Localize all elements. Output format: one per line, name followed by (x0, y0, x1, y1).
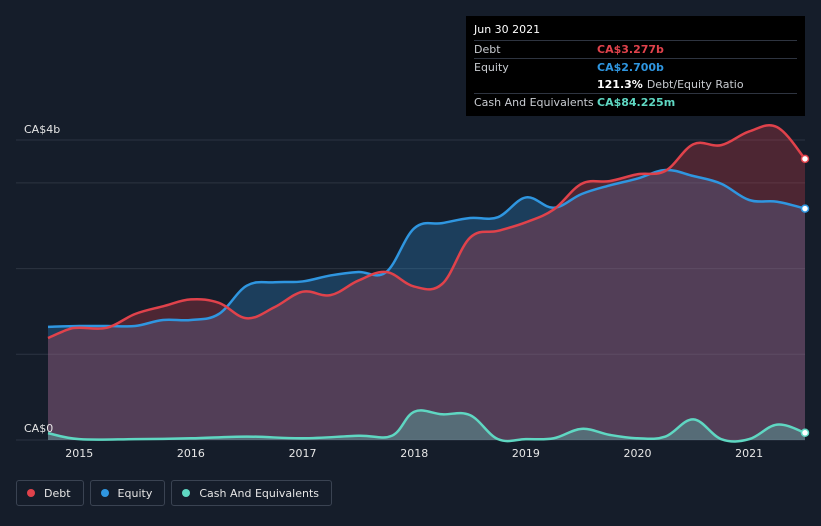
debt-line (47, 124, 806, 340)
tooltip-debt-value: CA$3.277b (597, 43, 664, 56)
tooltip-equity-value: CA$2.700b (597, 61, 664, 74)
equity-dot-icon (100, 489, 109, 497)
equity-line (47, 168, 806, 329)
x-tick-2019: 2019 (512, 447, 540, 460)
legend-label-equity: Equity (117, 486, 153, 500)
legend-item-debt[interactable]: Debt (16, 480, 84, 506)
legend-label-debt: Debt (44, 486, 71, 500)
x-tick-2015: 2015 (65, 447, 93, 460)
x-tick-2017: 2017 (289, 447, 317, 460)
tooltip-equity-row: Equity CA$2.700b (474, 58, 797, 76)
series-lines (47, 124, 806, 443)
x-tick-2021: 2021 (735, 447, 763, 460)
legend-item-cash[interactable]: Cash And Equivalents (171, 480, 332, 506)
tooltip-debt-label: Debt (474, 43, 501, 56)
cash-dot-icon (182, 489, 191, 497)
grid-lines (16, 139, 805, 441)
y-axis-top-label: CA$4b (24, 123, 60, 136)
tooltip-cash-label: Cash And Equivalents (474, 96, 594, 109)
series-areas (48, 125, 805, 442)
tooltip-cash-value: CA$84.225m (597, 96, 676, 109)
tooltip-ratio: 121.3% Debt/Equity Ratio (597, 76, 744, 93)
legend: Debt Equity Cash And Equivalents (16, 480, 332, 506)
debt-end-marker (800, 154, 810, 164)
equity-area (48, 169, 805, 440)
data-tooltip: Jun 30 2021 Debt CA$3.277b Equity CA$2.7… (466, 16, 805, 116)
cash-and-equivalents-end-marker (800, 428, 810, 438)
tooltip-ratio-spacer (474, 76, 597, 93)
tooltip-debt-row: Debt CA$3.277b (474, 40, 797, 58)
tooltip-ratio-value: 121.3% (597, 78, 643, 91)
x-tick-2018: 2018 (400, 447, 428, 460)
debt-dot-icon (27, 489, 35, 497)
equity-end-marker (800, 204, 810, 213)
cash-and-equivalents-area (48, 410, 805, 442)
tooltip-equity-label: Equity (474, 61, 509, 74)
tooltip-ratio-label: Debt/Equity Ratio (646, 78, 744, 91)
legend-label-cash: Cash And Equivalents (199, 486, 319, 500)
x-tick-2016: 2016 (177, 447, 205, 460)
legend-item-equity[interactable]: Equity (89, 480, 166, 506)
tooltip-cash-row: Cash And Equivalents CA$84.225m (474, 93, 797, 111)
end-markers (800, 154, 810, 438)
y-axis-bottom-label: CA$0 (24, 422, 53, 435)
cash-and-equivalents-line (47, 409, 806, 443)
debt-area (48, 125, 805, 440)
tooltip-ratio-row: 121.3% Debt/Equity Ratio (474, 76, 797, 93)
tooltip-date: Jun 30 2021 (474, 23, 541, 36)
x-tick-2020: 2020 (624, 447, 652, 460)
x-axis-ticks: 2015 2016 2017 2018 2019 2020 2021 (65, 447, 763, 460)
